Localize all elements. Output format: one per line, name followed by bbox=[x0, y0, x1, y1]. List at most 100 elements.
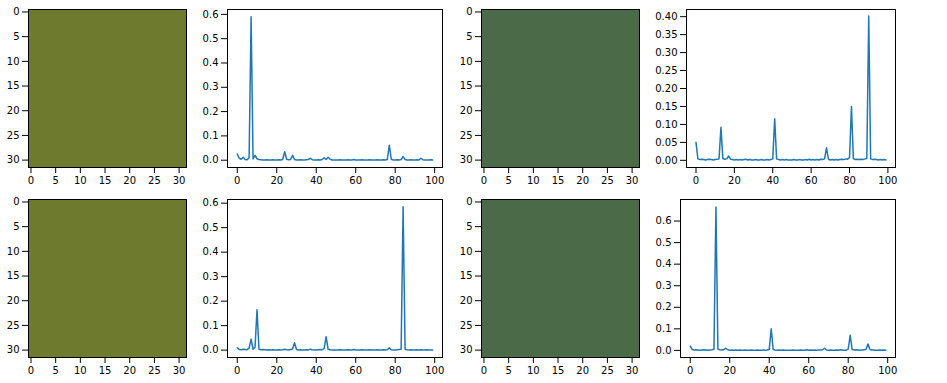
svg-text:5: 5 bbox=[13, 221, 19, 232]
svg-text:0.5: 0.5 bbox=[656, 237, 672, 248]
svg-text:15: 15 bbox=[7, 270, 20, 281]
svg-text:100: 100 bbox=[425, 365, 444, 376]
svg-text:80: 80 bbox=[842, 365, 855, 376]
svg-text:0.0: 0.0 bbox=[203, 344, 219, 355]
svg-text:10: 10 bbox=[460, 56, 473, 67]
svg-text:5: 5 bbox=[13, 31, 19, 42]
svg-text:0.1: 0.1 bbox=[203, 320, 219, 331]
svg-text:60: 60 bbox=[349, 365, 362, 376]
svg-text:0.05: 0.05 bbox=[655, 137, 677, 148]
svg-text:0: 0 bbox=[234, 175, 240, 186]
svg-text:15: 15 bbox=[552, 365, 565, 376]
svg-text:10: 10 bbox=[74, 365, 87, 376]
svg-text:30: 30 bbox=[460, 154, 473, 165]
svg-text:0.15: 0.15 bbox=[655, 101, 677, 112]
svg-text:0.2: 0.2 bbox=[656, 301, 672, 312]
svg-text:40: 40 bbox=[310, 365, 323, 376]
svg-text:0.3: 0.3 bbox=[203, 81, 219, 92]
svg-text:15: 15 bbox=[460, 270, 473, 281]
svg-text:0.6: 0.6 bbox=[203, 9, 219, 20]
svg-text:40: 40 bbox=[763, 365, 776, 376]
svg-text:0.5: 0.5 bbox=[203, 33, 219, 44]
svg-text:20: 20 bbox=[460, 295, 473, 306]
svg-text:0.40: 0.40 bbox=[655, 11, 677, 22]
svg-text:60: 60 bbox=[349, 175, 362, 186]
svg-text:0: 0 bbox=[28, 175, 34, 186]
svg-text:0: 0 bbox=[13, 6, 19, 17]
svg-text:0.3: 0.3 bbox=[656, 280, 672, 291]
svg-text:0: 0 bbox=[693, 175, 699, 186]
svg-text:25: 25 bbox=[7, 320, 20, 331]
svg-text:15: 15 bbox=[99, 365, 112, 376]
svg-text:0.2: 0.2 bbox=[203, 106, 219, 117]
svg-text:0.10: 0.10 bbox=[655, 119, 677, 130]
svg-text:10: 10 bbox=[460, 246, 473, 257]
svg-text:5: 5 bbox=[505, 365, 511, 376]
svg-text:25: 25 bbox=[601, 365, 614, 376]
svg-text:15: 15 bbox=[99, 175, 112, 186]
svg-text:20: 20 bbox=[460, 105, 473, 116]
svg-text:10: 10 bbox=[527, 365, 540, 376]
svg-text:100: 100 bbox=[878, 365, 897, 376]
svg-text:30: 30 bbox=[460, 344, 473, 355]
svg-text:25: 25 bbox=[148, 365, 161, 376]
svg-text:25: 25 bbox=[148, 175, 161, 186]
svg-text:0.6: 0.6 bbox=[203, 197, 219, 208]
svg-text:0.4: 0.4 bbox=[203, 246, 219, 257]
svg-text:100: 100 bbox=[425, 175, 444, 186]
svg-text:10: 10 bbox=[74, 175, 87, 186]
svg-text:25: 25 bbox=[460, 130, 473, 141]
svg-text:60: 60 bbox=[802, 365, 815, 376]
svg-text:0.0: 0.0 bbox=[656, 345, 672, 356]
svg-text:100: 100 bbox=[878, 175, 897, 186]
svg-text:25: 25 bbox=[601, 175, 614, 186]
svg-text:5: 5 bbox=[466, 221, 472, 232]
svg-text:0.35: 0.35 bbox=[655, 29, 677, 40]
svg-text:20: 20 bbox=[576, 365, 589, 376]
svg-text:80: 80 bbox=[389, 175, 402, 186]
svg-text:0: 0 bbox=[234, 365, 240, 376]
svg-text:40: 40 bbox=[766, 175, 779, 186]
svg-text:80: 80 bbox=[389, 365, 402, 376]
svg-text:0.1: 0.1 bbox=[203, 130, 219, 141]
svg-text:30: 30 bbox=[173, 175, 186, 186]
svg-text:20: 20 bbox=[728, 175, 741, 186]
svg-text:0.1: 0.1 bbox=[656, 323, 672, 334]
svg-text:0.3: 0.3 bbox=[203, 271, 219, 282]
svg-text:5: 5 bbox=[52, 175, 58, 186]
svg-text:20: 20 bbox=[270, 365, 283, 376]
svg-text:30: 30 bbox=[173, 365, 186, 376]
svg-text:0.20: 0.20 bbox=[655, 83, 677, 94]
svg-text:0.5: 0.5 bbox=[203, 222, 219, 233]
svg-text:15: 15 bbox=[460, 80, 473, 91]
svg-text:0: 0 bbox=[481, 365, 487, 376]
svg-text:5: 5 bbox=[466, 31, 472, 42]
svg-text:0.4: 0.4 bbox=[203, 57, 219, 68]
svg-text:10: 10 bbox=[7, 246, 20, 257]
svg-text:20: 20 bbox=[123, 365, 136, 376]
svg-text:0.0: 0.0 bbox=[203, 154, 219, 165]
svg-text:0.30: 0.30 bbox=[655, 47, 677, 58]
svg-text:0: 0 bbox=[466, 6, 472, 17]
svg-text:0.6: 0.6 bbox=[656, 215, 672, 226]
svg-text:0: 0 bbox=[481, 175, 487, 186]
svg-text:20: 20 bbox=[7, 295, 20, 306]
svg-text:0.2: 0.2 bbox=[203, 295, 219, 306]
svg-text:5: 5 bbox=[505, 175, 511, 186]
svg-text:15: 15 bbox=[552, 175, 565, 186]
svg-text:20: 20 bbox=[723, 365, 736, 376]
svg-text:60: 60 bbox=[805, 175, 818, 186]
svg-text:0: 0 bbox=[13, 196, 19, 207]
svg-text:40: 40 bbox=[310, 175, 323, 186]
svg-text:0: 0 bbox=[687, 365, 693, 376]
svg-text:10: 10 bbox=[7, 56, 20, 67]
svg-text:30: 30 bbox=[7, 344, 20, 355]
svg-text:30: 30 bbox=[626, 175, 639, 186]
svg-text:30: 30 bbox=[7, 154, 20, 165]
svg-text:0.00: 0.00 bbox=[655, 155, 677, 166]
svg-text:20: 20 bbox=[270, 175, 283, 186]
svg-text:0.4: 0.4 bbox=[656, 258, 672, 269]
svg-text:0.25: 0.25 bbox=[655, 65, 677, 76]
svg-text:25: 25 bbox=[460, 320, 473, 331]
svg-text:20: 20 bbox=[7, 105, 20, 116]
